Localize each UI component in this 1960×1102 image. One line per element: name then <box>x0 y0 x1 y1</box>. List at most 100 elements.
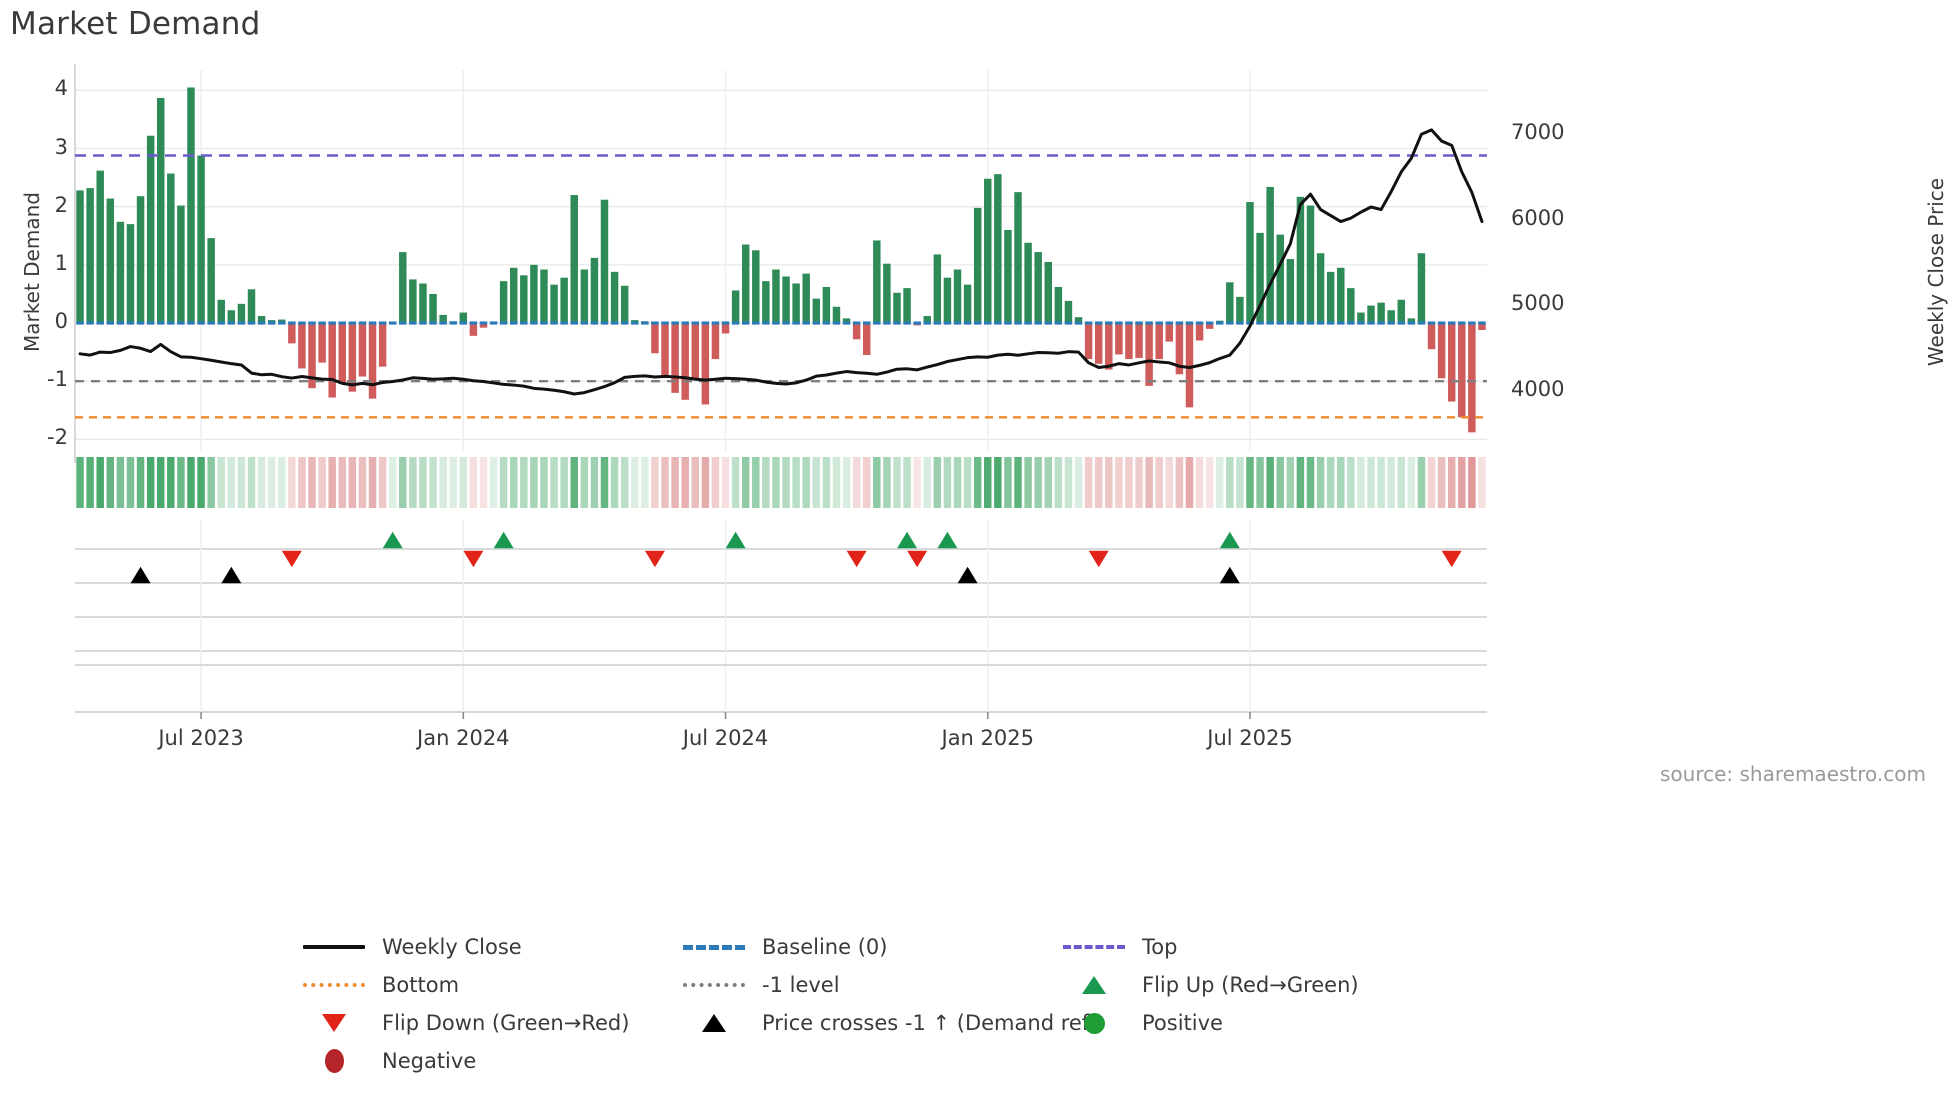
price-cross-marker <box>130 566 151 584</box>
demand-bar <box>227 310 236 324</box>
heatmap-cell <box>903 457 911 508</box>
demand-bar <box>1427 323 1436 350</box>
legend-item-bottom[interactable]: Bottom <box>300 966 680 1004</box>
heatmap-cell <box>842 457 851 508</box>
weekly-close-line <box>78 128 1484 396</box>
heatmap-cell <box>1377 457 1385 508</box>
legend-label: -1 level <box>762 973 840 997</box>
demand-bar <box>237 303 246 324</box>
demand-bar <box>1125 323 1133 360</box>
heatmap-cell <box>187 457 195 508</box>
demand-bar <box>873 240 881 324</box>
demand-bar <box>106 198 115 324</box>
y-axis-tick-right: 7000 <box>1511 120 1565 145</box>
heatmap-cell <box>1276 457 1284 508</box>
demand-bar <box>439 314 447 324</box>
demand-bar <box>116 221 125 324</box>
x-axis-tick: Jul 2025 <box>1207 726 1293 750</box>
y-axis-tick-right: 5000 <box>1511 291 1565 316</box>
legend-item-positive[interactable]: Positive <box>1060 1004 1440 1042</box>
heatmap-cell <box>822 457 831 508</box>
heatmap-cell <box>1337 457 1345 508</box>
demand-bar <box>1024 242 1032 324</box>
flip-up-marker <box>725 531 746 549</box>
demand-bar <box>96 170 104 324</box>
flip-down-marker <box>1441 550 1462 568</box>
legend-item-minus-one-level[interactable]: -1 level <box>680 966 1060 1004</box>
demand-bar <box>530 264 538 324</box>
heatmap-cell <box>711 457 720 508</box>
heatmap-cell <box>449 457 457 508</box>
heatmap-cell <box>1246 457 1254 508</box>
demand-bar <box>399 252 407 324</box>
demand-bar <box>358 323 367 377</box>
heatmap-cell <box>661 457 669 508</box>
demand-bar <box>681 323 689 400</box>
demand-bar <box>540 269 548 324</box>
heatmap-cell <box>580 457 589 508</box>
legend-label: Top <box>1142 935 1178 959</box>
demand-bar <box>1014 192 1022 324</box>
demand-bar <box>378 323 387 367</box>
y-axis-tick-left: 1 <box>54 250 68 275</box>
demand-bar <box>943 277 952 324</box>
heatmap-cell <box>681 457 689 508</box>
demand-bar <box>1246 202 1254 324</box>
demand-bar <box>852 323 861 340</box>
demand-bar <box>903 288 911 324</box>
heatmap-cell <box>530 457 538 508</box>
heatmap-cell <box>1266 457 1274 508</box>
flip-up-marker <box>897 531 918 549</box>
price-cross-marker <box>1219 566 1240 584</box>
heatmap-cell <box>76 457 84 508</box>
demand-bar <box>338 323 347 383</box>
demand-bar <box>1367 305 1375 324</box>
heatmap-cell <box>1195 457 1204 508</box>
demand-bar <box>177 205 185 324</box>
demand-bar <box>792 283 800 324</box>
heatmap-cell <box>1367 457 1375 508</box>
legend-row: Flip Down (Green→Red) Price crosses -1 ↑… <box>300 1004 1720 1042</box>
legend-item-price-cross[interactable]: Price crosses -1 ↑ (Demand ref) <box>680 1004 1097 1042</box>
heatmap-cell <box>328 457 336 508</box>
heatmap-cell <box>247 457 256 508</box>
legend-item-weekly-close[interactable]: Weekly Close <box>300 928 680 966</box>
flip-up-marker <box>493 531 514 549</box>
demand-bar <box>671 323 679 393</box>
heatmap-cell <box>943 457 952 508</box>
heatmap-cell <box>812 457 821 508</box>
legend-item-flip-down[interactable]: Flip Down (Green→Red) <box>300 1004 680 1042</box>
legend-label: Positive <box>1142 1011 1223 1035</box>
heatmap-cell <box>1417 457 1426 508</box>
demand-bar <box>701 323 710 405</box>
demand-bar <box>721 323 730 334</box>
flip-down-marker <box>1088 550 1109 568</box>
demand-bar <box>1004 229 1012 324</box>
demand-bar <box>1296 196 1305 324</box>
flip-down-marker <box>644 550 665 568</box>
heatmap-cell <box>439 457 447 508</box>
heatmap-cell <box>1387 457 1395 508</box>
demand-bar <box>1397 299 1406 324</box>
demand-bar <box>1175 323 1184 375</box>
legend-item-top[interactable]: Top <box>1060 928 1440 966</box>
legend-item-flip-up[interactable]: Flip Up (Red→Green) <box>1060 966 1440 1004</box>
demand-bar <box>1205 323 1214 329</box>
demand-bar <box>207 238 215 324</box>
demand-bar <box>318 323 326 363</box>
heatmap-cell <box>913 457 921 508</box>
demand-bar <box>1266 186 1274 324</box>
heatmap-cell <box>1155 457 1163 508</box>
flip-up-marker <box>937 531 958 549</box>
heatmap-cell <box>1226 457 1234 508</box>
demand-bar <box>419 283 427 324</box>
heatmap-cell <box>1437 457 1446 508</box>
legend-item-baseline[interactable]: Baseline (0) <box>680 928 1060 966</box>
y-axis-tick-left: -1 <box>47 367 68 392</box>
heatmap-cell <box>96 457 104 508</box>
demand-bar <box>1468 323 1476 433</box>
demand-bar <box>1105 323 1113 370</box>
heatmap-cell <box>1004 457 1012 508</box>
legend-item-negative[interactable]: Negative <box>300 1042 680 1080</box>
